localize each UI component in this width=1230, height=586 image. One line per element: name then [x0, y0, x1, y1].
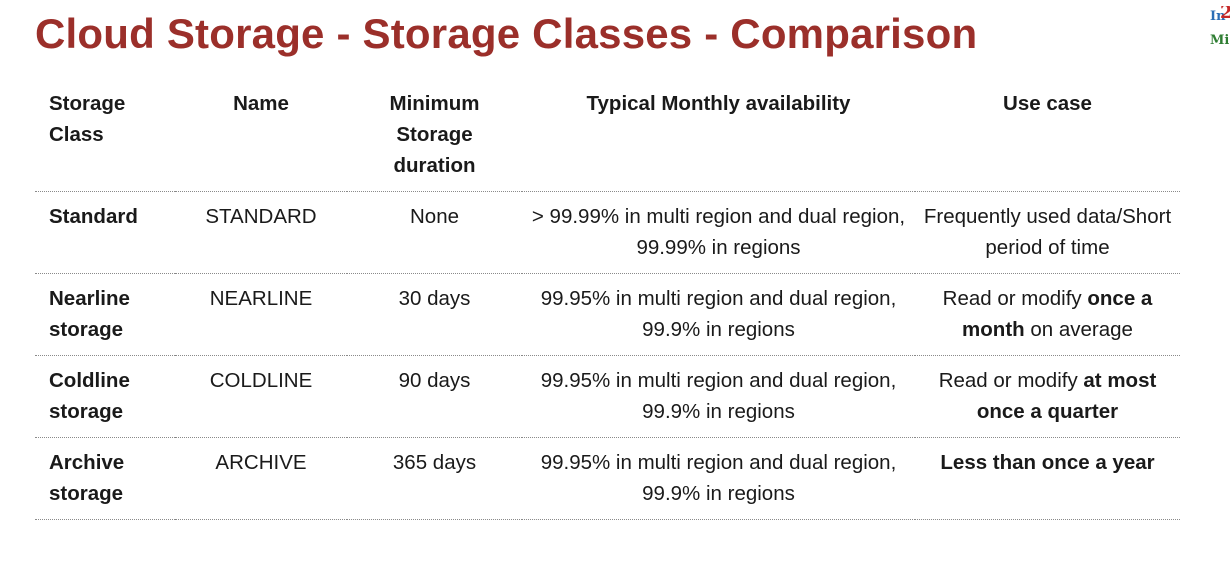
header-use-case: Use case	[915, 88, 1180, 192]
logo-text-part1: In	[1210, 9, 1226, 24]
cell-use-case: Read or modify at most once a quarter	[915, 355, 1180, 438]
cell-name: COLDLINE	[175, 355, 347, 438]
logo-text-part3: Mi	[1210, 33, 1230, 48]
table-row: Archive storage ARCHIVE 365 days 99.95% …	[35, 437, 1180, 520]
use-case-text: Read or modify	[938, 369, 1084, 392]
cell-use-case: Frequently used data/Short period of tim…	[915, 191, 1180, 274]
table-row: Coldline storage COLDLINE 90 days 99.95%…	[35, 355, 1180, 438]
use-case-text: Read or modify	[942, 287, 1088, 310]
table-row: Standard STANDARD None > 99.99% in multi…	[35, 191, 1180, 274]
use-case-text-end: on average	[1024, 318, 1133, 341]
use-case-emphasis: Less than once a year	[940, 451, 1155, 474]
storage-classes-table: Storage Class Name Minimum Storage durat…	[35, 88, 1180, 520]
cell-min-duration: 365 days	[347, 437, 522, 520]
cell-name: ARCHIVE	[175, 437, 347, 520]
cell-storage-class: Archive storage	[35, 437, 175, 520]
cell-availability: > 99.99% in multi region and dual region…	[522, 191, 915, 274]
cell-min-duration: 90 days	[347, 355, 522, 438]
cell-min-duration: 30 days	[347, 273, 522, 356]
logo-text-part2: 2	[1220, 6, 1230, 23]
use-case-emphasis: at most once a quarter	[976, 369, 1157, 423]
cell-min-duration: None	[347, 191, 522, 274]
cell-availability: 99.95% in multi region and dual region, …	[522, 437, 915, 520]
brand-logo: In 2 Mi	[1208, 6, 1230, 50]
use-case-emphasis: once a month	[962, 287, 1153, 341]
header-availability: Typical Monthly availability	[522, 88, 915, 192]
cell-storage-class: Standard	[35, 191, 175, 274]
table-header-row: Storage Class Name Minimum Storage durat…	[35, 88, 1180, 192]
cell-use-case: Read or modify once a month on average	[915, 273, 1180, 356]
header-name: Name	[175, 88, 347, 192]
cell-storage-class: Coldline storage	[35, 355, 175, 438]
header-min-duration: Minimum Storage duration	[347, 88, 522, 192]
cell-availability: 99.95% in multi region and dual region, …	[522, 273, 915, 356]
table-row: Nearline storage NEARLINE 30 days 99.95%…	[35, 273, 1180, 356]
cell-storage-class: Nearline storage	[35, 273, 175, 356]
cell-name: NEARLINE	[175, 273, 347, 356]
header-storage-class: Storage Class	[35, 88, 175, 192]
cell-use-case: Less than once a year	[915, 437, 1180, 520]
page-title: Cloud Storage - Storage Classes - Compar…	[35, 10, 978, 57]
use-case-text: Frequently used data/Short period of tim…	[923, 205, 1172, 259]
cell-availability: 99.95% in multi region and dual region, …	[522, 355, 915, 438]
cell-name: STANDARD	[175, 191, 347, 274]
